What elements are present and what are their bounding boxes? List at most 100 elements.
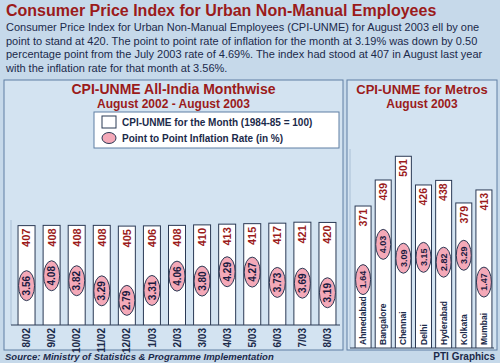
inflation-marker [294,268,310,298]
inflation-label: 3.56 [21,276,32,296]
bar-value-label: 405 [121,229,133,247]
legend-swatch [102,133,116,144]
inflation-label: 3.29 [96,281,107,301]
category-label: Kolkata [459,314,469,345]
bar [294,222,311,325]
category-label: 8/03 [322,328,333,348]
inflation-marker [476,267,491,297]
labels: 4074084084084054064084104134154174214203… [20,225,333,353]
category-label: Ahmedabad [358,296,368,345]
bar [375,180,391,348]
inflation-label: 2.79 [121,290,132,310]
bar-value-label: 379 [458,206,470,224]
inflation-marker [19,271,35,301]
inflation-marker [94,276,110,306]
bar [18,226,35,325]
inflation-label: 4.27 [247,262,258,282]
inflation-label: 1.64 [358,271,368,289]
inflation-label: 3.09 [399,249,409,267]
bar [169,225,186,325]
bar [244,224,261,325]
category-label: Delhi [419,324,429,345]
title: Consumer Price Index for Urban Non-Manua… [6,2,436,20]
inflation-label: 3.19 [322,283,333,303]
bar-value-label: 408 [46,228,58,246]
bar [269,223,286,325]
bar [219,224,236,325]
category-label: 9/02 [46,328,57,348]
inflation-label: 3.31 [147,280,158,300]
chart-title: CPI-UNME All-India Monthwise [71,81,275,97]
chart-panel: CPI-UNME All-India MonthwiseAugust 2002 … [4,80,343,353]
chart-title: CPI-UNME for Metros [356,82,487,97]
chart-subtitle: August 2003 [386,97,458,111]
inflation-label: 1.47 [479,273,489,291]
inflation-label: 3.82 [71,271,82,291]
inflation-marker [219,257,235,287]
bar [194,225,211,325]
page: Consumer Price Index for Urban Non-Manua… [0,0,500,363]
inflation-label: 4.03 [378,236,388,254]
inflation-label: 4.08 [46,266,57,286]
inflation-marker [269,267,285,297]
category-label: 5/03 [247,328,258,348]
category-label: 6/03 [272,328,283,348]
panel-frame [4,80,343,350]
inflation-label: 2.82 [439,253,449,271]
bar-value-label: 415 [246,227,258,245]
bar [93,225,110,325]
bar [319,222,336,325]
bar-value-label: 371 [357,209,369,227]
inflation-marker [169,261,185,291]
inflation-marker [356,265,371,295]
bar-value-label: 413 [221,227,233,245]
marks [18,222,336,325]
bar-value-label: 408 [171,228,183,246]
category-label: 12/02 [121,328,132,353]
category-label: 1/03 [147,328,158,348]
bar-value-label: 406 [146,229,158,247]
bar [476,190,492,348]
category-label: Chennai [398,311,408,345]
inflation-label: 3.15 [419,249,429,267]
bar-value-label: 410 [196,228,208,246]
category-label: 4/03 [222,328,233,348]
category-label: 7/03 [297,328,308,348]
inflation-marker [69,266,85,296]
legend-frame [94,112,339,148]
category-label: Hyderabad [439,301,449,345]
legend-label: Point to Point Inflation Rate (in %) [122,133,283,144]
bar-value-label: 501 [397,159,409,177]
category-label: 10/02 [71,328,82,353]
chart-canvas: CPI-UNME All-India MonthwiseAugust 2002 … [0,0,500,363]
inflation-marker [376,229,391,259]
inflation-marker [456,240,471,270]
bar [43,225,60,325]
bar-value-label: 421 [296,225,308,243]
marks [355,156,492,348]
value-axis [11,220,12,325]
inflation-marker [416,242,431,272]
bar-value-label: 408 [96,228,108,246]
summary-text: Consumer Price Index for Urban Non-Manua… [6,21,494,75]
category-label: 2/03 [172,328,183,348]
inflation-label: 4.06 [172,266,183,286]
labels: 3714395014264383794131.644.033.093.152.8… [357,159,490,345]
bar-value-label: 417 [271,226,283,244]
inflation-label: 3.80 [197,271,208,291]
source-note: Source: Ministry of Statistics & Program… [5,351,274,362]
inflation-marker [144,275,160,305]
value-axis [350,149,351,348]
legend-swatch [102,116,116,128]
inflation-marker [44,261,60,291]
inflation-label: 3.73 [272,272,283,292]
inflation-label: 4.29 [222,262,233,282]
inflation-marker [194,266,210,296]
legend-label: CPI-UNME for the Month (1984-85 = 100) [122,117,312,128]
inflation-marker [436,247,451,277]
inflation-label: 3.69 [297,273,308,293]
category-label: Bangalore [378,303,388,345]
category-label: 11/02 [96,328,107,353]
inflation-marker [244,257,260,287]
bar-value-label: 438 [437,183,449,201]
